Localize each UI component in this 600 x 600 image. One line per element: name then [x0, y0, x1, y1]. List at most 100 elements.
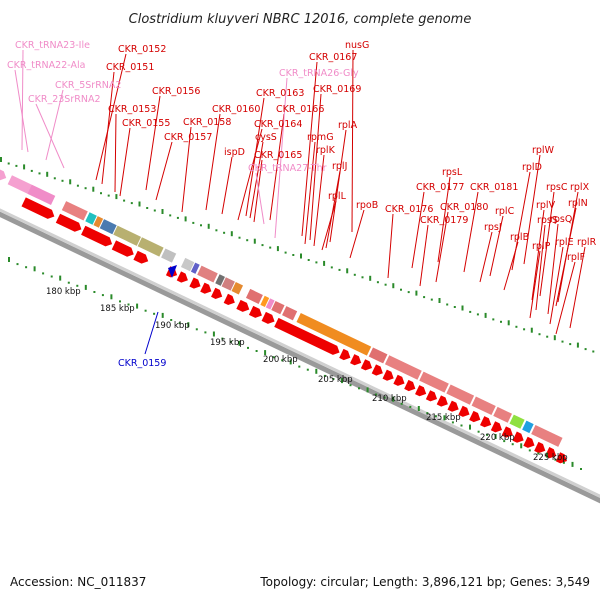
gene-label[interactable]: CKR_0163 — [256, 88, 304, 99]
gene-label[interactable]: CKR_0152 — [118, 44, 166, 55]
cds-arrow[interactable] — [382, 369, 396, 383]
gene-label[interactable]: rplW — [532, 145, 555, 156]
gene-label[interactable]: CKR_0176 — [385, 204, 433, 215]
gene-label[interactable]: CKR_0167 — [309, 52, 357, 63]
gene-label[interactable]: CKR_0156 — [152, 86, 200, 97]
feature-block[interactable] — [231, 282, 244, 295]
reverse-gene-marker[interactable] — [168, 265, 177, 278]
gene-label[interactable]: CKR_0181 — [470, 182, 518, 193]
gene-label[interactable]: CKR_0153 — [108, 104, 156, 115]
gene-label[interactable]: rplL — [328, 191, 347, 202]
cds-arrow[interactable] — [200, 282, 213, 296]
feature-block[interactable] — [137, 237, 164, 257]
feature-block[interactable] — [265, 298, 275, 310]
gene-label[interactable]: rplC — [495, 206, 515, 217]
gene-label[interactable]: rpsC — [546, 182, 568, 193]
cds-arrow[interactable] — [211, 287, 224, 301]
gene-label[interactable]: CKR_tRNA26-Gly — [279, 68, 359, 79]
cds-arrow[interactable] — [512, 431, 526, 445]
feature-block[interactable] — [368, 347, 388, 364]
rrna-arrow[interactable] — [0, 167, 8, 183]
feature-block[interactable] — [296, 313, 372, 356]
cds-arrow[interactable] — [55, 213, 84, 234]
feature-block[interactable] — [419, 371, 449, 393]
feature-block[interactable] — [85, 212, 97, 225]
cds-arrow[interactable] — [447, 400, 461, 414]
gene-label[interactable]: rpsJ — [484, 222, 502, 233]
feature-block[interactable] — [509, 414, 525, 429]
cds-arrow[interactable] — [133, 250, 150, 266]
cds-arrow[interactable] — [21, 197, 56, 221]
gene-label[interactable]: rplN — [568, 198, 588, 209]
gene-label[interactable]: rpsQ — [550, 214, 572, 225]
feature-block[interactable] — [260, 295, 270, 307]
feature-block[interactable] — [221, 277, 235, 291]
gene-label[interactable]: CKR_0157 — [164, 132, 212, 143]
gene-label[interactable]: rpoB — [356, 200, 378, 211]
gene-label[interactable]: CKR_0179 — [420, 215, 468, 226]
gene-label[interactable]: rplD — [522, 162, 542, 173]
cds-arrow[interactable] — [523, 436, 536, 450]
cds-arrow[interactable] — [501, 426, 515, 439]
gene-label[interactable]: rplE — [555, 237, 574, 248]
cds-arrow[interactable] — [360, 359, 374, 372]
cds-arrow[interactable] — [490, 421, 504, 434]
gene-label[interactable]: CKR_0180 — [440, 202, 488, 213]
gene-label[interactable]: rpmG — [307, 132, 334, 143]
feature-block[interactable] — [27, 184, 56, 205]
gene-label[interactable]: rplP — [532, 241, 551, 252]
feature-block[interactable] — [197, 265, 218, 283]
feature-block[interactable] — [99, 219, 117, 235]
cds-arrow[interactable] — [189, 277, 202, 290]
gene-label[interactable]: CKR_23SrRNA2 — [28, 94, 101, 105]
gene-label[interactable]: CKR_0159 — [118, 358, 166, 369]
cds-arrow[interactable] — [404, 379, 417, 393]
feature-block[interactable] — [384, 355, 422, 380]
feature-block[interactable] — [271, 300, 285, 315]
gene-label[interactable]: rplR — [577, 237, 597, 248]
gene-label[interactable]: ispD — [224, 147, 245, 158]
gene-label[interactable]: CKR_0177 — [416, 182, 464, 193]
gene-label[interactable]: CKR_0166 — [276, 104, 324, 115]
gene-label[interactable]: CKR_0169 — [313, 84, 361, 95]
cds-arrow[interactable] — [274, 317, 341, 357]
cds-arrow[interactable] — [393, 374, 406, 388]
cds-arrow[interactable] — [458, 405, 471, 419]
feature-block[interactable] — [180, 257, 195, 272]
cds-arrow[interactable] — [111, 240, 136, 258]
feature-block[interactable] — [493, 406, 513, 423]
gene-label[interactable]: CKR_0165 — [254, 150, 302, 161]
cds-arrow[interactable] — [248, 305, 264, 320]
gene-label[interactable]: CKR_0164 — [254, 119, 302, 130]
gene-label[interactable]: rplF — [567, 252, 585, 263]
cds-arrow[interactable] — [469, 410, 482, 424]
gene-label[interactable]: CKR_0151 — [106, 62, 154, 73]
gene-label[interactable]: CKR_0155 — [122, 118, 170, 129]
gene-label[interactable]: rplJ — [332, 161, 347, 172]
cds-arrow[interactable] — [223, 293, 237, 307]
feature-block[interactable] — [282, 306, 298, 321]
feature-block[interactable] — [215, 274, 225, 286]
gene-label[interactable]: rplV — [536, 200, 556, 211]
cds-arrow[interactable] — [350, 354, 363, 367]
cds-arrow[interactable] — [555, 452, 569, 465]
gene-label[interactable]: CKR_0158 — [183, 117, 231, 128]
feature-block[interactable] — [161, 248, 177, 263]
cds-arrow[interactable] — [176, 271, 190, 284]
cds-arrow[interactable] — [436, 395, 450, 408]
cds-arrow[interactable] — [371, 364, 385, 377]
cds-arrow[interactable] — [339, 348, 352, 362]
feature-block[interactable] — [446, 384, 475, 405]
cds-arrow[interactable] — [425, 390, 439, 403]
gene-label[interactable]: CKR_tRNA23-Ile — [15, 40, 90, 51]
gene-label[interactable]: CKR_tRNA27-Thr — [248, 163, 327, 174]
gene-label[interactable]: CKR_0160 — [212, 104, 260, 115]
gene-label[interactable]: cysS — [255, 132, 277, 143]
gene-label[interactable]: rplX — [570, 182, 590, 193]
gene-label[interactable]: rpsS — [537, 215, 558, 226]
feature-block[interactable] — [190, 262, 200, 274]
gene-label[interactable]: nusG — [345, 40, 369, 51]
feature-block[interactable] — [471, 396, 496, 416]
gene-label[interactable]: CKR_5SrRNA2 — [55, 80, 121, 91]
gene-label[interactable]: rpsL — [442, 167, 463, 178]
